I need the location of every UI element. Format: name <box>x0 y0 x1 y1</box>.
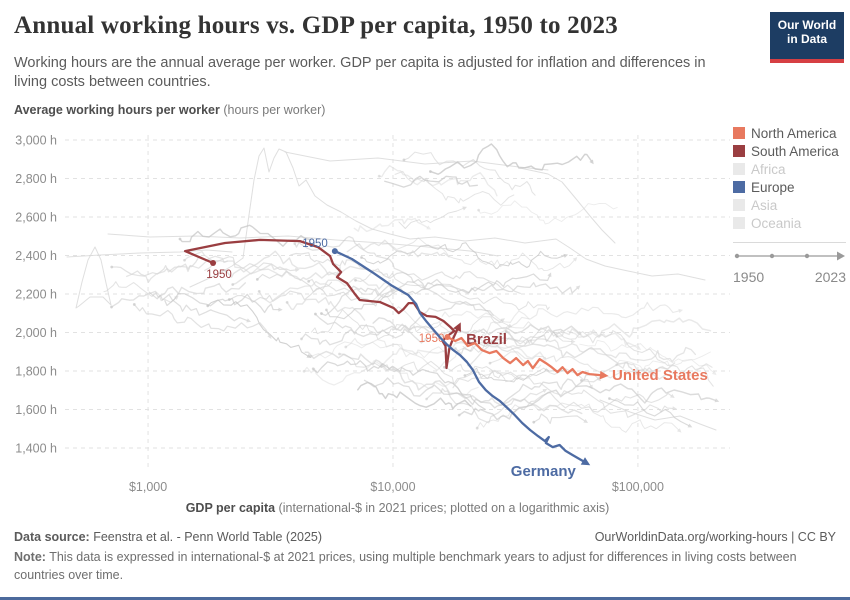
footer-note: Note: This data is expressed in internat… <box>14 549 836 585</box>
series-brazil-start-year-label: 1950 <box>206 269 232 281</box>
legend-label-africa: Africa <box>751 161 786 177</box>
timeline-axis[interactable] <box>733 249 848 263</box>
legend-item-africa[interactable]: Africa <box>733 160 847 178</box>
svg-text:$1,000: $1,000 <box>129 480 167 494</box>
series-united-states-start-dot <box>444 333 451 340</box>
svg-text:2,800 h: 2,800 h <box>15 172 57 186</box>
legend-swatch-africa <box>733 163 745 175</box>
legend-item-north-america[interactable]: North America <box>733 124 847 142</box>
legend-label-europe: Europe <box>751 179 795 195</box>
owid-logo-line2: in Data <box>786 31 827 46</box>
data-source-label: Data source: <box>14 530 90 544</box>
svg-text:$10,000: $10,000 <box>370 480 415 494</box>
timeline-end-year: 2023 <box>814 269 846 285</box>
svg-text:2,600 h: 2,600 h <box>15 211 57 225</box>
axis-tick-labels: 3,000 h 2,800 h 2,600 h 2,400 h 2,200 h 2,000… <box>15 134 664 494</box>
svg-text:1,800 h: 1,800 h <box>15 365 57 379</box>
data-source-text: Feenstra et al. - Penn World Table (2025… <box>89 530 323 544</box>
svg-text:2,400 h: 2,400 h <box>15 249 57 263</box>
data-source-line: Data source: Feenstra et al. - Penn Worl… <box>14 530 322 544</box>
legend-item-south-america[interactable]: South America <box>733 142 847 160</box>
legend-swatch-asia <box>733 199 745 211</box>
background-countries-lines <box>66 143 720 433</box>
footer-note-text: This data is expressed in international-… <box>14 550 797 582</box>
gridlines <box>65 135 730 470</box>
svg-text:2,200 h: 2,200 h <box>15 288 57 302</box>
footer-note-label: Note: <box>14 550 46 564</box>
series-united-states-label: United States <box>612 367 708 384</box>
legend-swatch-oceania <box>733 217 745 229</box>
legend-item-europe[interactable]: Europe <box>733 178 847 196</box>
owid-logo-line1: Our World <box>777 18 837 32</box>
series-brazil-label: Brazil <box>466 331 507 348</box>
legend-label-oceania: Oceania <box>751 215 802 231</box>
owid-logo: Our World in Data <box>770 12 844 63</box>
page-title: Annual working hours vs. GDP per capita,… <box>14 12 618 39</box>
timeline-dot-mid2[interactable] <box>804 253 810 259</box>
legend-list: North America South America Africa Europe As… <box>733 124 847 232</box>
series-germany[interactable]: 1950 Germany <box>302 238 591 480</box>
owid-link[interactable]: OurWorldinData.org/working-hours | CC BY <box>594 530 836 544</box>
svg-text:3,000 h: 3,000 h <box>15 134 57 148</box>
chart-subtitle: Working hours are the annual average per… <box>14 55 706 91</box>
timeline-arrow-icon <box>837 251 845 261</box>
timeline-start-year: 1950 <box>733 269 765 285</box>
y-axis-title: Average working hours per worker (hours … <box>14 103 325 117</box>
svg-text:2,000 h: 2,000 h <box>15 326 57 340</box>
legend-item-oceania[interactable]: Oceania <box>733 214 847 232</box>
legend-label-asia: Asia <box>751 197 778 213</box>
svg-text:1,600 h: 1,600 h <box>15 403 57 417</box>
svg-text:GDP per capita (international-: GDP per capita (international-$ in 2021 … <box>186 501 610 515</box>
series-united-states-start-year-label: 1950 <box>419 333 445 345</box>
footer: Data source: Feenstra et al. - Penn Worl… <box>14 530 836 585</box>
y-axis-title-unit: (hours per worker) <box>219 103 326 117</box>
series-brazil[interactable]: 1950 Brazil <box>183 238 507 370</box>
legend-swatch-south-america <box>733 145 745 157</box>
series-germany-start-dot <box>331 248 338 255</box>
series-germany-start-year-label: 1950 <box>302 238 328 250</box>
x-axis-title: GDP per capita (international-$ in 2021 … <box>186 501 610 515</box>
legend: North America South America Africa Europe As… <box>733 124 847 285</box>
legend-swatch-europe <box>733 181 745 193</box>
series-united-states[interactable]: 1950 United States <box>419 333 708 384</box>
timeline-dot-mid1[interactable] <box>769 253 775 259</box>
legend-label-south-america: South America <box>751 143 839 159</box>
y-axis-title-main: Average working hours per worker <box>14 103 220 117</box>
legend-label-north-america: North America <box>751 125 837 141</box>
bottom-accent-rule <box>0 597 850 600</box>
timeline-dot-start[interactable] <box>734 253 740 259</box>
legend-item-asia[interactable]: Asia <box>733 196 847 214</box>
legend-divider <box>733 242 846 243</box>
legend-swatch-north-america <box>733 127 745 139</box>
timeline[interactable]: 1950 2023 <box>733 249 847 285</box>
svg-text:$100,000: $100,000 <box>612 480 664 494</box>
series-germany-label: Germany <box>511 463 577 480</box>
svg-text:1,400 h: 1,400 h <box>15 442 57 456</box>
series-brazil-start-dot <box>210 260 217 267</box>
